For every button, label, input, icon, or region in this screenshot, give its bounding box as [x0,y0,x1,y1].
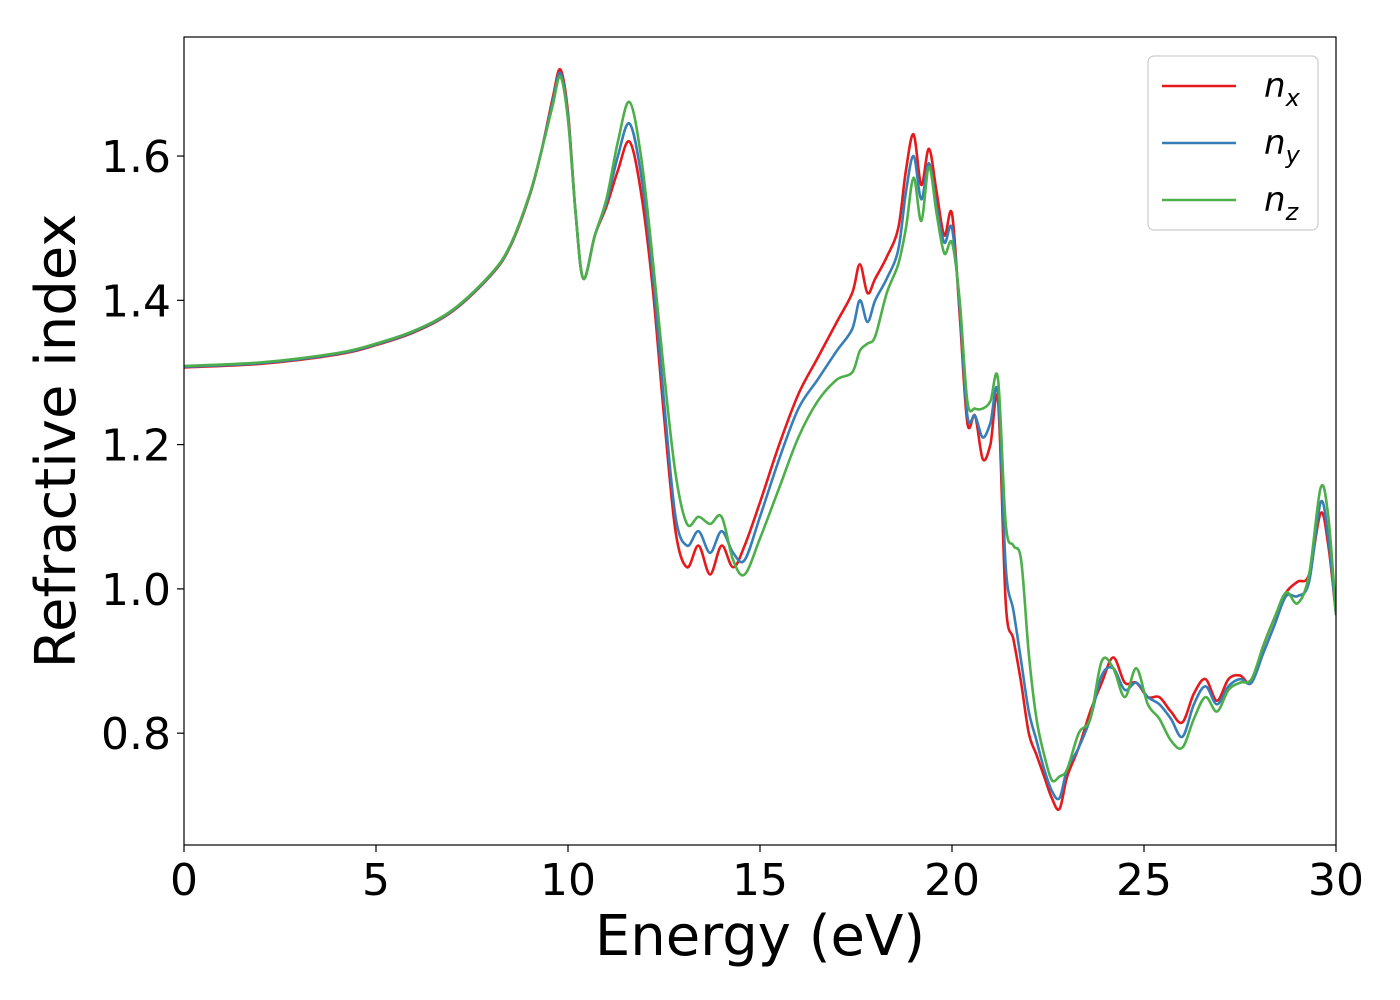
x-axis-title: Energy (eV) [595,904,925,969]
x-tick-label: 10 [540,855,596,906]
y-axis-title: Refractive index [24,214,89,669]
y-tick-label: 0.8 [101,709,171,760]
y-tick-label: 1.4 [101,276,171,327]
y-tick-label: 1.2 [101,421,171,472]
x-tick-label: 20 [924,855,980,906]
x-tick-label: 30 [1308,855,1364,906]
legend-label-y: ny [1264,123,1301,169]
x-tick-label: 15 [732,855,788,906]
y-tick-label: 1.6 [101,132,171,183]
series-line-z [184,75,1336,783]
y-tick-label: 1.0 [101,565,171,616]
x-axis-ticks: 0 5 10 15 20 25 30 [170,845,1364,906]
y-axis-ticks: 0.8 1.0 1.2 1.4 1.6 [101,132,184,760]
series-layer [184,68,1336,812]
x-tick-label: 5 [362,855,390,906]
x-tick-label: 25 [1116,855,1172,906]
legend-label-x: nx [1264,66,1301,112]
x-tick-label: 0 [170,855,198,906]
